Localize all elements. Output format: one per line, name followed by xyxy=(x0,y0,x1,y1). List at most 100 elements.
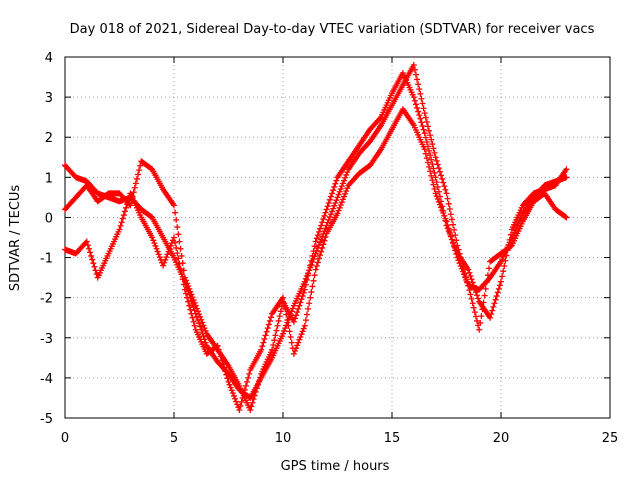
data-point xyxy=(459,268,466,275)
data-point xyxy=(294,309,301,316)
data-point xyxy=(273,327,280,334)
data-point xyxy=(214,342,221,349)
data-point xyxy=(477,319,484,326)
data-point xyxy=(285,322,292,329)
data-point xyxy=(451,243,458,250)
data-point xyxy=(452,247,459,254)
data-point xyxy=(288,339,295,346)
data-point xyxy=(116,226,123,233)
data-point xyxy=(192,302,199,309)
data-point xyxy=(309,283,316,290)
data-point xyxy=(426,127,433,134)
data-point xyxy=(415,108,422,115)
data-point xyxy=(117,222,124,229)
data-point xyxy=(427,168,434,175)
data-point xyxy=(283,311,290,318)
data-point xyxy=(188,310,195,317)
data-point xyxy=(483,279,490,286)
data-point xyxy=(222,368,229,375)
y-tick-label: 3 xyxy=(45,91,53,106)
data-point xyxy=(440,179,447,186)
data-point xyxy=(182,277,189,284)
data-point xyxy=(333,177,340,184)
data-point xyxy=(315,228,322,235)
data-point xyxy=(318,248,325,255)
data-point xyxy=(341,177,348,184)
data-point xyxy=(197,323,204,330)
data-point xyxy=(430,145,437,152)
data-point xyxy=(416,112,423,119)
data-point xyxy=(434,183,441,190)
data-point xyxy=(342,174,349,181)
data-point xyxy=(320,216,327,223)
data-point xyxy=(434,161,441,168)
data-point xyxy=(411,97,418,104)
data-point xyxy=(475,295,482,302)
data-point xyxy=(238,398,245,405)
data-point xyxy=(249,399,256,406)
data-point xyxy=(84,242,91,249)
data-point xyxy=(92,267,99,274)
data-point xyxy=(411,66,418,73)
data-point xyxy=(343,171,350,178)
data-point xyxy=(171,202,177,209)
data-point xyxy=(177,265,184,272)
data-point xyxy=(289,305,296,312)
data-point xyxy=(479,306,486,313)
data-point xyxy=(226,381,233,388)
data-point xyxy=(332,180,339,187)
data-point xyxy=(179,276,186,283)
data-point xyxy=(499,273,506,280)
data-point xyxy=(118,219,125,226)
data-point xyxy=(312,238,319,245)
data-point xyxy=(218,357,225,364)
data-point xyxy=(470,304,477,311)
data-point xyxy=(453,237,460,244)
data-point xyxy=(498,278,504,285)
data-point xyxy=(342,190,349,197)
data-point xyxy=(311,243,318,250)
data-point xyxy=(216,350,223,357)
data-point xyxy=(281,327,288,334)
data-point xyxy=(250,396,257,403)
data-point xyxy=(412,71,419,78)
data-point xyxy=(422,134,429,141)
data-point xyxy=(476,326,483,333)
data-point xyxy=(291,315,298,322)
data-point xyxy=(123,204,130,211)
data-point xyxy=(420,105,427,112)
data-point xyxy=(430,181,437,188)
data-point xyxy=(258,346,265,353)
data-point xyxy=(489,307,496,314)
data-point xyxy=(435,188,442,195)
data-point xyxy=(463,277,470,284)
data-point xyxy=(270,341,277,348)
data-point xyxy=(456,260,463,267)
data-point xyxy=(447,211,454,218)
data-point xyxy=(282,325,289,332)
data-point xyxy=(314,259,321,266)
data-point xyxy=(493,293,500,300)
data-point xyxy=(187,288,194,295)
data-point xyxy=(414,104,421,111)
data-point xyxy=(422,114,429,121)
data-point xyxy=(443,218,450,225)
data-point xyxy=(251,392,258,399)
data-point xyxy=(490,303,497,310)
data-point xyxy=(190,297,197,304)
data-point xyxy=(223,371,230,378)
data-point xyxy=(83,238,90,245)
data-point xyxy=(307,294,314,301)
data-point xyxy=(125,197,132,204)
data-point xyxy=(338,183,345,190)
data-point xyxy=(312,266,319,273)
data-point xyxy=(492,296,499,303)
data-point xyxy=(322,225,329,232)
data-point xyxy=(441,212,448,219)
data-point xyxy=(480,299,487,306)
data-point xyxy=(308,257,315,264)
data-point xyxy=(325,216,332,223)
data-point xyxy=(300,289,307,296)
data-point xyxy=(474,317,481,324)
data-point xyxy=(154,248,161,255)
